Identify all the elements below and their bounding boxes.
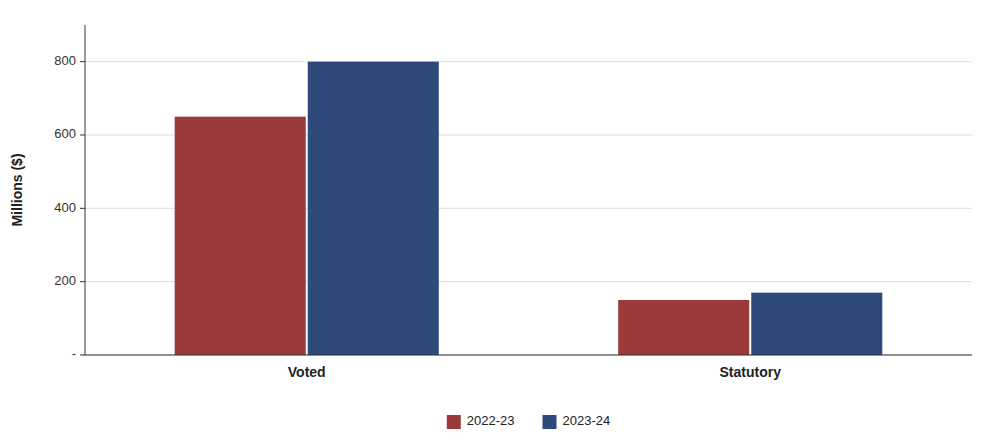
y-axis-label: Millions ($) — [9, 153, 25, 226]
legend-label: 2023-24 — [563, 413, 611, 428]
legend-label: 2022-23 — [467, 413, 515, 428]
legend-swatch — [447, 415, 461, 429]
legend-swatch — [543, 415, 557, 429]
y-axis-line — [85, 25, 86, 355]
page: {"chart_data": {"type": "bar", "ylabel":… — [0, 0, 1002, 440]
grid — [85, 62, 972, 355]
bar — [618, 300, 749, 355]
grid-line — [85, 61, 972, 62]
y-tick-label: 400 — [54, 200, 76, 215]
chart-svg: - 200 400 600 800 Voted Statutory Millions ($) 2… — [0, 0, 1002, 440]
y-tick — [80, 355, 85, 356]
bar — [175, 117, 306, 355]
legend-item: 2023-24 — [543, 413, 611, 429]
bar — [751, 293, 882, 355]
chart-container: - 200 400 600 800 Voted Statutory Millions ($) 2… — [0, 0, 1002, 440]
x-tick-label: Voted — [288, 364, 326, 380]
y-tick-label: - — [72, 346, 76, 361]
y-tick-label: 800 — [54, 53, 76, 68]
y-tick — [80, 281, 85, 282]
y-ticks: - 200 400 600 800 — [54, 53, 85, 361]
bar — [308, 62, 439, 355]
grid-line — [85, 355, 972, 356]
x-tick-label: Statutory — [720, 364, 782, 380]
y-tick-label: 200 — [54, 273, 76, 288]
y-tick-label: 600 — [54, 126, 76, 141]
legend: 2022-23 2023-24 — [447, 413, 610, 429]
axes: Voted Statutory — [85, 25, 972, 380]
legend-item: 2022-23 — [447, 413, 515, 429]
x-axis-line — [85, 355, 972, 356]
y-tick — [80, 135, 85, 136]
bars — [175, 62, 883, 355]
y-tick — [80, 61, 85, 62]
y-tick — [80, 208, 85, 209]
